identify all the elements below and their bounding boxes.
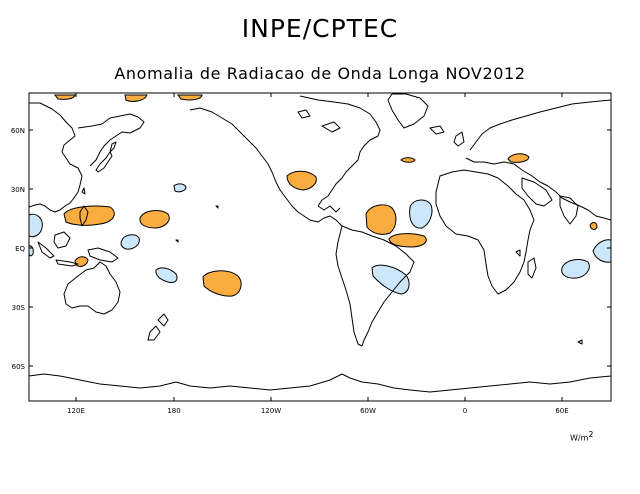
page-title: INPE/CPTEC (241, 14, 399, 43)
longitude-axis (75, 93, 563, 401)
lon-label-120e: 120E (67, 407, 85, 415)
positive-anomaly-layer (54, 94, 598, 297)
coastlines (29, 93, 611, 393)
coastline (577, 339, 583, 345)
coastline (63, 261, 121, 315)
anomaly-region (507, 153, 530, 163)
anomaly-region (409, 199, 433, 229)
coastline (147, 325, 161, 341)
coastline (321, 121, 341, 133)
coastline (465, 157, 611, 221)
anomaly-region (54, 94, 76, 100)
anomaly-region (155, 267, 178, 283)
lon-label-60e: 60E (555, 407, 568, 415)
anomaly-region (177, 94, 203, 101)
lat-label-60n: 60N (11, 127, 25, 135)
anomaly-region (29, 213, 43, 238)
anomaly-region (592, 239, 611, 263)
lat-label-30n: 30N (11, 186, 25, 194)
anomaly-region (286, 170, 317, 191)
anomaly-region (365, 204, 397, 235)
lat-label-30s: 30S (12, 304, 26, 312)
anomaly-region (124, 94, 148, 102)
coastline (469, 99, 611, 151)
coastline (521, 177, 553, 207)
anomaly-region (29, 245, 34, 257)
lon-label-0: 0 (463, 407, 467, 415)
latitude-axis (29, 129, 611, 367)
units-text: W/m (570, 433, 589, 443)
anomaly-region (139, 210, 170, 229)
anomaly-region (388, 233, 427, 248)
anomaly-region (173, 183, 187, 193)
lat-label-60s: 60S (12, 363, 26, 371)
coastline (297, 109, 311, 119)
coastline (335, 225, 415, 347)
coastline (387, 93, 429, 129)
coastline (53, 231, 71, 249)
lon-label-60w: 60W (360, 407, 376, 415)
coastline (29, 102, 83, 213)
coastline (79, 205, 89, 227)
map-subtitle: Anomalia de Radiacao de Onda Longa NOV20… (114, 64, 526, 83)
coastline (37, 241, 55, 259)
map-content (29, 93, 611, 393)
anomaly-region (400, 157, 416, 163)
coastline (77, 113, 145, 167)
coastline (215, 205, 219, 209)
units-exponent: 2 (588, 430, 594, 439)
latitude-labels: 60N 30N EQ 30S 60S (11, 127, 26, 371)
coastline (87, 247, 119, 263)
lat-label-eq: EQ (15, 245, 25, 253)
anomaly-region (202, 270, 242, 297)
units-label: W/m2 (570, 430, 594, 443)
anomaly-region (589, 222, 598, 230)
coastline (109, 141, 117, 153)
lon-label-120w: 120W (261, 407, 281, 415)
coastline (29, 373, 611, 393)
coastline (429, 125, 445, 135)
longitude-labels: 120E 180 120W 60W 0 60E (67, 407, 569, 415)
coastline (157, 313, 169, 327)
anomaly-region (120, 234, 140, 250)
anomaly-region (371, 264, 410, 295)
anomaly-region (63, 205, 115, 226)
coastline (559, 195, 579, 225)
coastline (189, 107, 343, 227)
coastline (175, 239, 179, 243)
anomaly-region (74, 256, 89, 267)
coastline (453, 131, 465, 147)
coastline (317, 205, 341, 213)
coastline (299, 95, 381, 207)
coastline (515, 249, 521, 257)
coastline (55, 259, 79, 267)
coastline (81, 187, 86, 195)
anomaly-region (561, 259, 590, 279)
map-frame (28, 92, 612, 402)
coastline (527, 257, 537, 279)
negative-anomaly-layer (29, 183, 611, 295)
lon-label-180: 180 (167, 407, 180, 415)
coastline (435, 169, 535, 295)
